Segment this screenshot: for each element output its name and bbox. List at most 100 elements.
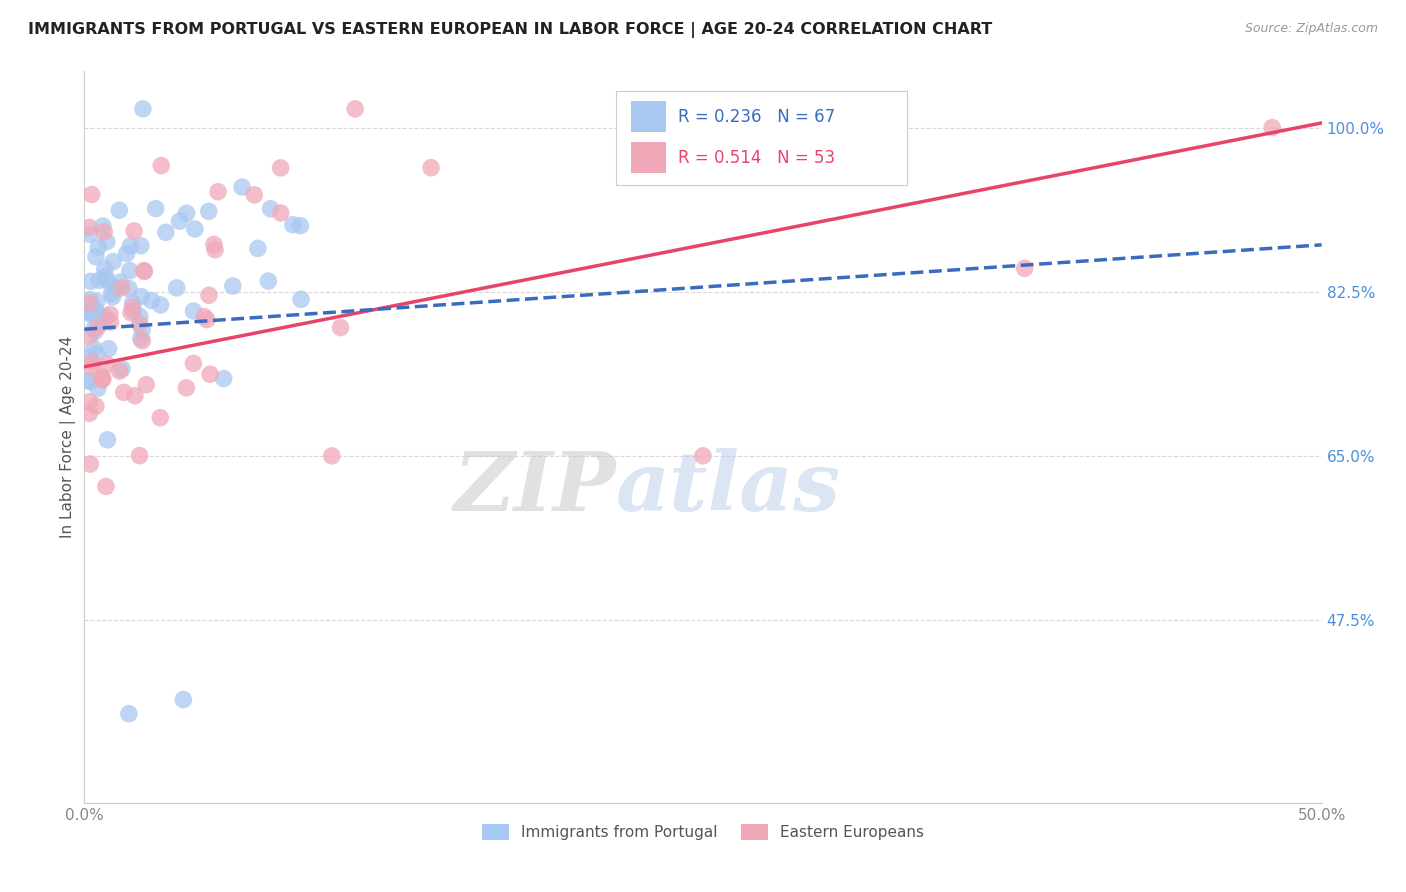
Point xyxy=(131,334,153,348)
Point xyxy=(111,362,134,376)
Point xyxy=(79,374,101,388)
Point xyxy=(80,355,103,369)
Point xyxy=(104,280,127,294)
Text: R = 0.514   N = 53: R = 0.514 N = 53 xyxy=(678,149,835,167)
Legend: Immigrants from Portugal, Eastern Europeans: Immigrants from Portugal, Eastern Europe… xyxy=(475,818,931,847)
Point xyxy=(93,225,115,239)
Point xyxy=(79,457,101,471)
Point xyxy=(176,206,198,220)
Point xyxy=(94,269,117,284)
Point xyxy=(155,226,177,240)
Point xyxy=(195,312,218,326)
Point xyxy=(344,102,367,116)
Point xyxy=(96,274,118,288)
Point xyxy=(128,310,150,324)
Point xyxy=(83,341,105,355)
Point xyxy=(321,449,343,463)
Point xyxy=(96,433,118,447)
Point xyxy=(87,319,110,334)
Text: IMMIGRANTS FROM PORTUGAL VS EASTERN EUROPEAN IN LABOR FORCE | AGE 20-24 CORRELAT: IMMIGRANTS FROM PORTUGAL VS EASTERN EURO… xyxy=(28,22,993,38)
Text: R = 0.236   N = 67: R = 0.236 N = 67 xyxy=(678,108,835,126)
Point xyxy=(80,274,103,288)
Point xyxy=(246,241,269,255)
Point xyxy=(103,254,125,268)
Point xyxy=(231,180,253,194)
Point xyxy=(79,374,101,388)
Point xyxy=(108,364,131,378)
Point xyxy=(79,329,101,343)
Point xyxy=(84,250,107,264)
Point xyxy=(79,303,101,318)
Point xyxy=(89,273,111,287)
Point xyxy=(87,381,110,395)
Point xyxy=(86,347,108,361)
Point xyxy=(79,351,101,365)
Point xyxy=(122,224,145,238)
Point xyxy=(91,373,114,387)
FancyBboxPatch shape xyxy=(616,91,907,185)
Point xyxy=(134,264,156,278)
Point xyxy=(222,279,245,293)
Point xyxy=(183,356,205,370)
Point xyxy=(120,305,142,319)
Point xyxy=(132,102,155,116)
Point xyxy=(270,161,292,175)
Point xyxy=(112,385,135,400)
Point xyxy=(212,371,235,385)
Point xyxy=(329,320,352,334)
Text: atlas: atlas xyxy=(616,449,842,528)
Point xyxy=(94,479,117,493)
Point xyxy=(270,206,292,220)
Point xyxy=(83,325,105,339)
Point xyxy=(193,310,215,324)
Point xyxy=(183,304,205,318)
Point xyxy=(86,306,108,320)
Point xyxy=(121,300,143,314)
Point xyxy=(149,298,172,312)
Point xyxy=(110,275,132,289)
Point xyxy=(141,293,163,308)
Point xyxy=(198,368,221,382)
Point xyxy=(150,159,173,173)
Point xyxy=(169,214,191,228)
Point xyxy=(87,240,110,254)
Point xyxy=(86,294,108,309)
Point xyxy=(83,301,105,316)
Point xyxy=(82,308,104,322)
Point xyxy=(124,389,146,403)
Point xyxy=(420,161,443,175)
Point xyxy=(131,323,153,337)
Point xyxy=(145,202,167,216)
Point xyxy=(108,203,131,218)
Point xyxy=(197,204,219,219)
Point xyxy=(176,381,198,395)
Point xyxy=(101,290,124,304)
Point xyxy=(93,312,115,326)
Point xyxy=(80,360,103,375)
Point xyxy=(97,342,120,356)
Point xyxy=(79,227,101,242)
FancyBboxPatch shape xyxy=(631,102,666,132)
Point xyxy=(1261,120,1284,135)
Point xyxy=(100,286,122,301)
Y-axis label: In Labor Force | Age 20-24: In Labor Force | Age 20-24 xyxy=(60,336,76,538)
Point xyxy=(79,306,101,320)
Point xyxy=(84,399,107,413)
Point xyxy=(149,410,172,425)
Point xyxy=(692,449,714,463)
Point xyxy=(207,185,229,199)
Point xyxy=(98,307,121,321)
Point xyxy=(115,246,138,260)
Point xyxy=(91,219,114,233)
Point xyxy=(91,372,114,386)
Point xyxy=(204,243,226,257)
Point xyxy=(198,288,221,302)
Point xyxy=(94,310,117,324)
Point xyxy=(290,219,312,233)
Point xyxy=(111,281,134,295)
Point xyxy=(290,293,312,307)
Point xyxy=(122,303,145,318)
Point xyxy=(94,262,117,277)
Point xyxy=(129,238,152,252)
Point xyxy=(129,332,152,346)
